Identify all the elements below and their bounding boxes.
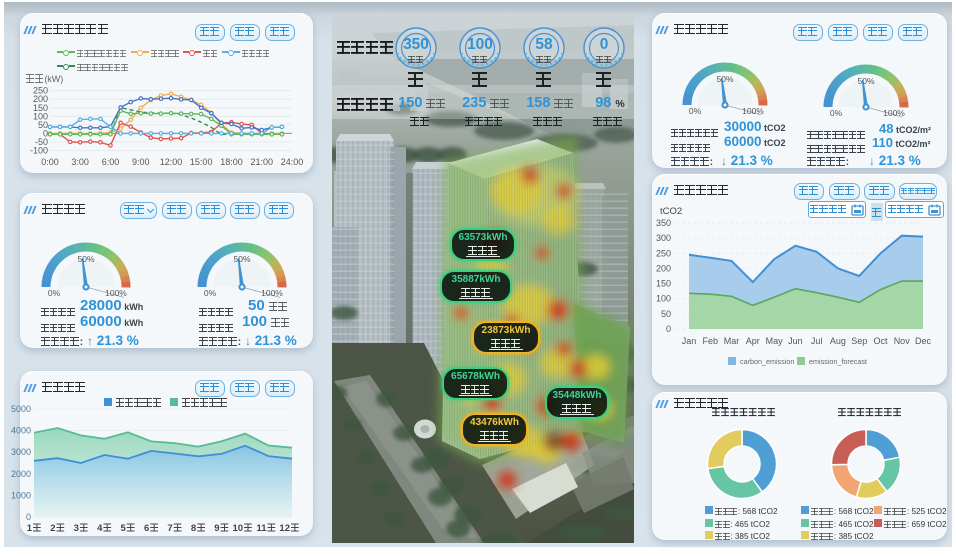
svg-text:10: 10 xyxy=(233,523,244,534)
svg-text:9: 9 xyxy=(214,523,219,534)
svg-text:50: 50 xyxy=(38,120,48,130)
svg-text:250: 250 xyxy=(33,86,48,96)
svg-text:0: 0 xyxy=(43,128,48,138)
svg-text:5000: 5000 xyxy=(11,404,31,414)
svg-text:150: 150 xyxy=(656,279,671,289)
svg-text:3: 3 xyxy=(74,523,79,534)
svg-text:350: 350 xyxy=(403,36,429,53)
svg-text:0%: 0% xyxy=(204,288,217,298)
svg-text:1000: 1000 xyxy=(11,490,31,500)
svg-text:Jun: Jun xyxy=(788,336,803,346)
svg-text:100%: 100% xyxy=(883,108,905,118)
svg-text:58: 58 xyxy=(535,36,553,53)
svg-text:150: 150 xyxy=(33,103,48,113)
svg-text:250: 250 xyxy=(656,248,671,258)
svg-text:4: 4 xyxy=(97,523,103,534)
svg-text:12: 12 xyxy=(279,523,290,534)
svg-text:Oct: Oct xyxy=(873,336,888,346)
svg-text:100%: 100% xyxy=(261,288,283,298)
svg-text:Mar: Mar xyxy=(724,336,740,346)
svg-text:Jul: Jul xyxy=(811,336,823,346)
svg-text:0: 0 xyxy=(26,512,31,522)
svg-text:200: 200 xyxy=(656,263,671,273)
svg-text:50%: 50% xyxy=(233,254,250,264)
svg-text:Jan: Jan xyxy=(682,336,697,346)
svg-text:Apr: Apr xyxy=(746,336,760,346)
svg-text:100%: 100% xyxy=(105,288,127,298)
svg-text:May: May xyxy=(766,336,784,346)
svg-text:100: 100 xyxy=(467,36,493,53)
svg-text:15:00: 15:00 xyxy=(190,157,213,167)
svg-text:9:00: 9:00 xyxy=(132,157,150,167)
svg-text:11: 11 xyxy=(256,523,267,534)
svg-text:4000: 4000 xyxy=(11,426,31,436)
svg-text:50%: 50% xyxy=(716,74,733,84)
svg-text:200: 200 xyxy=(33,94,48,104)
svg-text:6:00: 6:00 xyxy=(102,157,120,167)
svg-text:0%: 0% xyxy=(48,288,61,298)
svg-text:50%: 50% xyxy=(77,254,94,264)
svg-text:350: 350 xyxy=(656,218,671,228)
svg-text:100: 100 xyxy=(33,111,48,121)
svg-text:100: 100 xyxy=(656,294,671,304)
svg-text:Aug: Aug xyxy=(830,336,846,346)
svg-text:Nov: Nov xyxy=(894,336,911,346)
svg-text:21:00: 21:00 xyxy=(251,157,274,167)
svg-text:7: 7 xyxy=(167,523,172,534)
svg-text:50: 50 xyxy=(661,309,671,319)
svg-text:8: 8 xyxy=(191,523,196,534)
svg-text:Feb: Feb xyxy=(703,336,719,346)
svg-text:5: 5 xyxy=(121,523,127,534)
svg-text:0%: 0% xyxy=(689,106,702,116)
svg-text:-50: -50 xyxy=(35,137,48,147)
svg-text:6: 6 xyxy=(144,523,149,534)
svg-text:0: 0 xyxy=(666,324,671,334)
svg-text:100%: 100% xyxy=(742,106,764,116)
svg-text:50%: 50% xyxy=(857,76,874,86)
svg-text:0: 0 xyxy=(600,36,609,53)
svg-text:0:00: 0:00 xyxy=(41,157,59,167)
svg-text:18:00: 18:00 xyxy=(220,157,243,167)
svg-text:0%: 0% xyxy=(830,108,843,118)
svg-text:3000: 3000 xyxy=(11,447,31,457)
svg-text:2: 2 xyxy=(50,523,55,534)
svg-text:3:00: 3:00 xyxy=(71,157,89,167)
svg-text:300: 300 xyxy=(656,233,671,243)
svg-text:12:00: 12:00 xyxy=(160,157,183,167)
svg-text:emission_forecast: emission_forecast xyxy=(809,357,867,366)
svg-text:-100: -100 xyxy=(30,146,48,156)
svg-text:Sep: Sep xyxy=(851,336,867,346)
svg-text:2000: 2000 xyxy=(11,469,31,479)
svg-text:carbon_emission: carbon_emission xyxy=(740,357,794,366)
svg-text:24:00: 24:00 xyxy=(281,157,304,167)
svg-text:1: 1 xyxy=(27,523,33,534)
svg-text:Dec: Dec xyxy=(915,336,932,346)
